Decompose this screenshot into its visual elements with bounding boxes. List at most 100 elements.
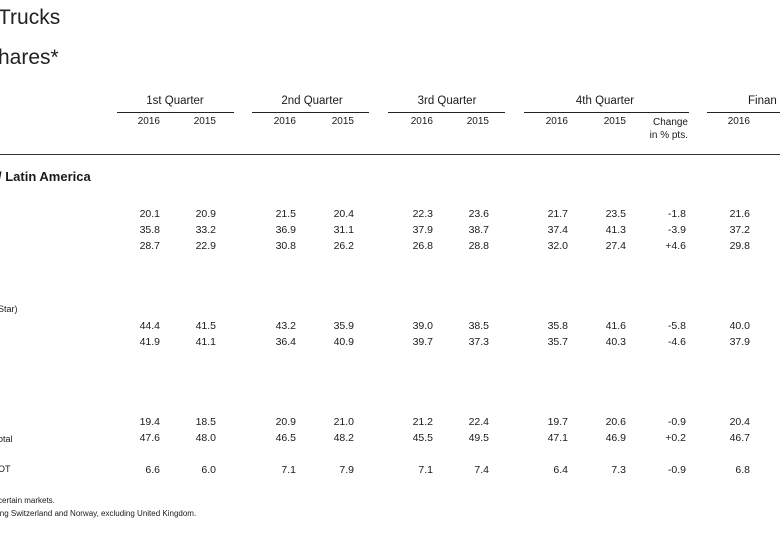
share-cell: 19.7 — [547, 416, 568, 428]
page-subtitle: hares* — [0, 46, 59, 69]
section-title: / Latin America — [0, 169, 91, 184]
share-cell: 41.9 — [139, 336, 160, 348]
share-cell: 44.4 — [139, 320, 160, 332]
year-header: 2015 — [603, 116, 626, 127]
share-cell: 26.8 — [412, 240, 433, 252]
footnote: certain markets. — [0, 496, 55, 505]
share-cell: 41.3 — [605, 224, 626, 236]
share-cell: 21.0 — [333, 416, 354, 428]
share-cell: 6.4 — [553, 464, 568, 476]
share-cell: 38.5 — [468, 320, 489, 332]
share-cell: 23.6 — [468, 208, 489, 220]
change-cell: -0.9 — [667, 416, 686, 428]
share-cell: 49.5 — [468, 432, 489, 444]
share-cell: 48.2 — [333, 432, 354, 444]
change-cell: -0.9 — [667, 464, 686, 476]
year-header: 2016 — [410, 116, 433, 127]
quarter-header-q4: 4th Quarter — [575, 95, 635, 107]
share-cell: 18.5 — [195, 416, 216, 428]
share-cell: 20.4 — [729, 416, 750, 428]
share-cell: 6.6 — [145, 464, 160, 476]
footnote: ing Switzerland and Norway, excluding Un… — [0, 509, 197, 518]
share-cell: 29.8 — [729, 240, 750, 252]
change-cell: -4.6 — [667, 336, 686, 348]
share-cell: 36.9 — [275, 224, 296, 236]
share-cell: 21.2 — [412, 416, 433, 428]
row-label: Star) — [0, 304, 18, 314]
share-cell: 37.2 — [729, 224, 750, 236]
share-cell: 23.5 — [605, 208, 626, 220]
year-header: 2016 — [137, 116, 160, 127]
share-cell: 21.7 — [547, 208, 568, 220]
quarter-header-q2: 2nd Quarter — [281, 95, 343, 107]
share-cell: 20.9 — [275, 416, 296, 428]
share-cell: 37.4 — [547, 224, 568, 236]
share-cell: 47.1 — [547, 432, 568, 444]
quarter-rule-q2 — [252, 112, 369, 113]
year-header: 2015 — [466, 116, 489, 127]
share-cell: 48.0 — [195, 432, 216, 444]
share-cell: 33.2 — [195, 224, 216, 236]
share-cell: 22.9 — [195, 240, 216, 252]
change-cell: -5.8 — [667, 320, 686, 332]
share-cell: 30.8 — [275, 240, 296, 252]
change-cell: +0.2 — [665, 432, 686, 444]
quarter-rule-financial — [707, 112, 780, 113]
page-title: Trucks — [0, 6, 61, 29]
share-cell: 41.5 — [195, 320, 216, 332]
share-cell: 20.6 — [605, 416, 626, 428]
quarter-header-financial: Finan — [748, 95, 777, 107]
year-header: 2015 — [331, 116, 354, 127]
share-cell: 46.5 — [275, 432, 296, 444]
year-header: 2016 — [727, 116, 750, 127]
share-cell: 20.9 — [195, 208, 216, 220]
share-cell: 7.1 — [418, 464, 433, 476]
row-label: otal — [0, 434, 13, 444]
share-cell: 20.1 — [139, 208, 160, 220]
share-cell: 45.5 — [412, 432, 433, 444]
change-cell: +4.6 — [665, 240, 686, 252]
quarter-header-q3: 3rd Quarter — [417, 95, 477, 107]
share-cell: 28.7 — [139, 240, 160, 252]
share-cell: 6.8 — [735, 464, 750, 476]
header-divider — [0, 154, 780, 155]
share-cell: 6.0 — [201, 464, 216, 476]
share-cell: 38.7 — [468, 224, 489, 236]
share-cell: 41.1 — [195, 336, 216, 348]
share-cell: 40.9 — [333, 336, 354, 348]
share-cell: 46.9 — [605, 432, 626, 444]
share-cell: 39.7 — [412, 336, 433, 348]
share-cell: 7.3 — [611, 464, 626, 476]
quarter-header-q1: 1st Quarter — [146, 95, 204, 107]
share-cell: 21.6 — [729, 208, 750, 220]
share-cell: 22.3 — [412, 208, 433, 220]
share-cell: 32.0 — [547, 240, 568, 252]
share-cell: 46.7 — [729, 432, 750, 444]
quarter-rule-q4 — [524, 112, 689, 113]
year-header: 2016 — [273, 116, 296, 127]
share-cell: 28.8 — [468, 240, 489, 252]
share-cell: 47.6 — [139, 432, 160, 444]
year-header: 2015 — [193, 116, 216, 127]
share-cell: 7.1 — [281, 464, 296, 476]
quarter-rule-q1 — [117, 112, 234, 113]
share-cell: 43.2 — [275, 320, 296, 332]
share-cell: 7.4 — [474, 464, 489, 476]
share-cell: 27.4 — [605, 240, 626, 252]
share-cell: 7.9 — [339, 464, 354, 476]
share-cell: 39.0 — [412, 320, 433, 332]
row-label: OT — [0, 464, 11, 474]
share-cell: 36.4 — [275, 336, 296, 348]
share-cell: 35.8 — [547, 320, 568, 332]
change-header-line1: Change — [652, 117, 688, 128]
share-cell: 20.4 — [333, 208, 354, 220]
share-cell: 21.5 — [275, 208, 296, 220]
share-cell: 37.9 — [412, 224, 433, 236]
share-cell: 41.6 — [605, 320, 626, 332]
share-cell: 19.4 — [139, 416, 160, 428]
change-header: Change in % pts. — [632, 116, 688, 142]
quarter-rule-q3 — [388, 112, 505, 113]
share-cell: 26.2 — [333, 240, 354, 252]
share-cell: 40.0 — [729, 320, 750, 332]
share-cell: 35.7 — [547, 336, 568, 348]
